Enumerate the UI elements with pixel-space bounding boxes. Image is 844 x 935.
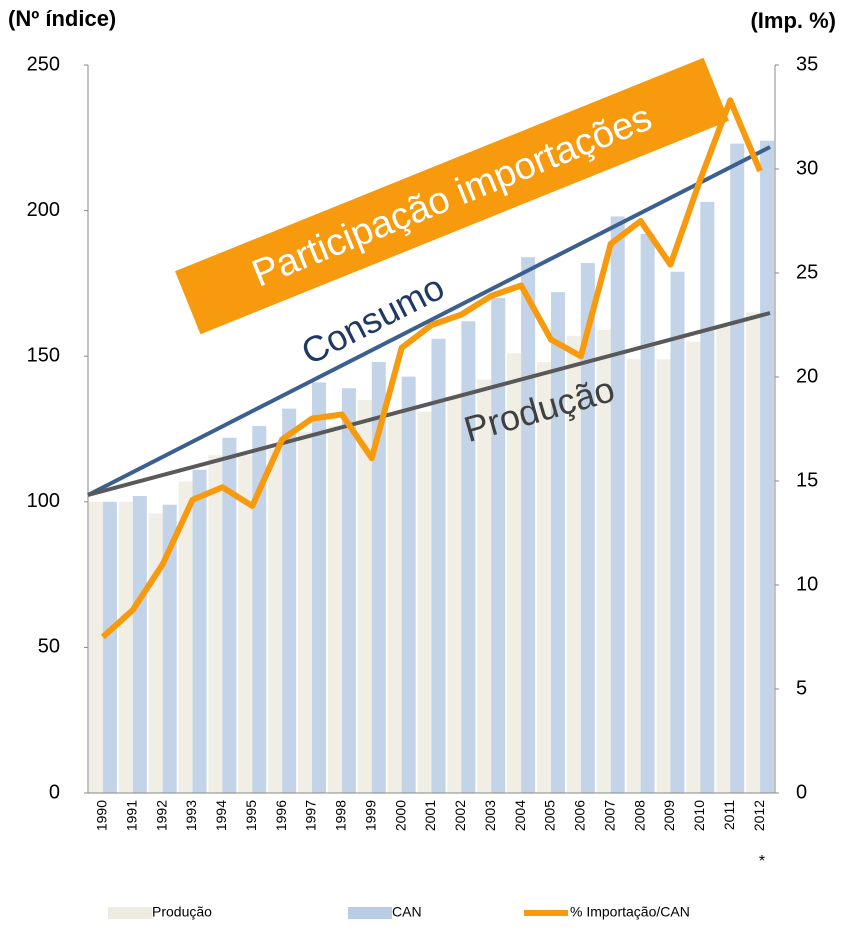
producao-trend bbox=[87, 311, 771, 497]
line bbox=[100, 97, 763, 640]
bar bbox=[626, 359, 641, 793]
bar bbox=[477, 379, 492, 793]
bar bbox=[357, 399, 372, 793]
x-tick-label: 1995 bbox=[243, 800, 259, 831]
bar bbox=[132, 495, 147, 793]
bar bbox=[178, 481, 193, 793]
bar bbox=[760, 140, 775, 793]
y-tick-label: 50 bbox=[38, 636, 60, 658]
y2-axis-title: (Imp. %) bbox=[750, 8, 836, 33]
y-tick-label: 0 bbox=[49, 781, 60, 803]
bar bbox=[312, 382, 327, 793]
bar bbox=[102, 501, 117, 793]
bar bbox=[387, 414, 402, 793]
bar bbox=[461, 321, 476, 793]
bar bbox=[431, 338, 446, 793]
x-tick-label: 2011 bbox=[721, 800, 737, 830]
x-tick-label: 2002 bbox=[452, 800, 468, 831]
bar bbox=[566, 335, 581, 793]
y2-tick-label: 10 bbox=[796, 573, 818, 595]
legend-swatch bbox=[348, 907, 392, 919]
x-tick-label: 1998 bbox=[333, 800, 349, 831]
x-tick-label: 1990 bbox=[94, 800, 110, 831]
y2-tick-label: 0 bbox=[796, 781, 807, 803]
bar bbox=[580, 263, 595, 793]
bar bbox=[507, 353, 522, 793]
y-axis-title: (Nº índice) bbox=[8, 6, 116, 31]
y2-tick-label: 35 bbox=[796, 53, 818, 75]
x-tick-label: 2006 bbox=[572, 800, 588, 831]
legend-swatch bbox=[108, 907, 152, 919]
y2-tick-label: 15 bbox=[796, 469, 818, 491]
x-tick-label: 1993 bbox=[183, 800, 199, 831]
bar bbox=[371, 362, 386, 793]
y2-tick-label: 25 bbox=[796, 261, 818, 283]
y2-tick-label: 5 bbox=[796, 677, 807, 699]
bar bbox=[268, 449, 283, 793]
bar bbox=[447, 396, 462, 793]
bar bbox=[686, 341, 701, 793]
legend-label: Produção bbox=[152, 904, 212, 920]
bar bbox=[670, 271, 685, 793]
bar bbox=[297, 431, 313, 793]
bar bbox=[401, 376, 416, 793]
bar bbox=[550, 292, 566, 793]
bar bbox=[192, 469, 207, 793]
x-tick-label: 2003 bbox=[482, 800, 498, 831]
consumo-trend bbox=[87, 145, 771, 497]
legend-label: CAN bbox=[392, 904, 422, 920]
bar bbox=[700, 201, 715, 793]
x-tick-label: 2012 bbox=[751, 800, 767, 831]
bar bbox=[148, 513, 163, 793]
annotation: Participação importações bbox=[246, 97, 657, 296]
y2-tick-label: 20 bbox=[796, 365, 818, 387]
bar bbox=[596, 329, 611, 793]
bar bbox=[341, 388, 356, 793]
bar bbox=[746, 312, 761, 793]
bar bbox=[118, 501, 133, 793]
x-tick-label: 2000 bbox=[392, 800, 408, 831]
x-tick-label: 2009 bbox=[661, 800, 677, 831]
bar bbox=[208, 455, 223, 793]
y-tick-label: 250 bbox=[27, 53, 60, 75]
bar bbox=[716, 327, 731, 793]
x-tick-label: 1997 bbox=[303, 800, 319, 831]
x-tick-label: 2010 bbox=[691, 800, 707, 831]
bar bbox=[640, 233, 655, 793]
bar bbox=[610, 216, 625, 793]
y-tick-label: 200 bbox=[27, 199, 60, 221]
bar bbox=[536, 362, 551, 793]
import-box-bg bbox=[175, 57, 729, 335]
bar bbox=[327, 426, 342, 793]
x-tick-label: 2005 bbox=[542, 800, 558, 831]
bar bbox=[417, 411, 432, 793]
y-tick-label: 100 bbox=[27, 490, 60, 512]
x-tick-label: 2007 bbox=[601, 800, 617, 831]
x-tick-label: 1991 bbox=[124, 800, 140, 831]
x-tick-label: 2001 bbox=[422, 800, 438, 831]
bar bbox=[162, 504, 177, 793]
x-tick-label: 1994 bbox=[213, 800, 229, 831]
x-tick-label: 2004 bbox=[512, 800, 528, 831]
bar bbox=[88, 501, 103, 793]
bar bbox=[656, 359, 671, 793]
y2-tick-label: 30 bbox=[796, 157, 818, 179]
x-tick-label: 1996 bbox=[273, 800, 289, 831]
overlay bbox=[87, 97, 771, 640]
x-tick-label: 1999 bbox=[362, 800, 378, 831]
legend-label: % Importação/CAN bbox=[570, 904, 690, 920]
bar bbox=[238, 455, 253, 793]
y-tick-label: 150 bbox=[27, 344, 60, 366]
bar bbox=[252, 426, 267, 793]
bar bbox=[282, 408, 297, 793]
bar bbox=[730, 143, 745, 793]
x-tick-label: 2008 bbox=[631, 800, 647, 831]
annotation: * bbox=[759, 853, 765, 870]
x-tick-label: 1992 bbox=[153, 800, 169, 831]
bar bbox=[491, 297, 506, 793]
plot-area bbox=[84, 64, 779, 794]
bar bbox=[222, 437, 237, 793]
bar bbox=[521, 257, 536, 793]
